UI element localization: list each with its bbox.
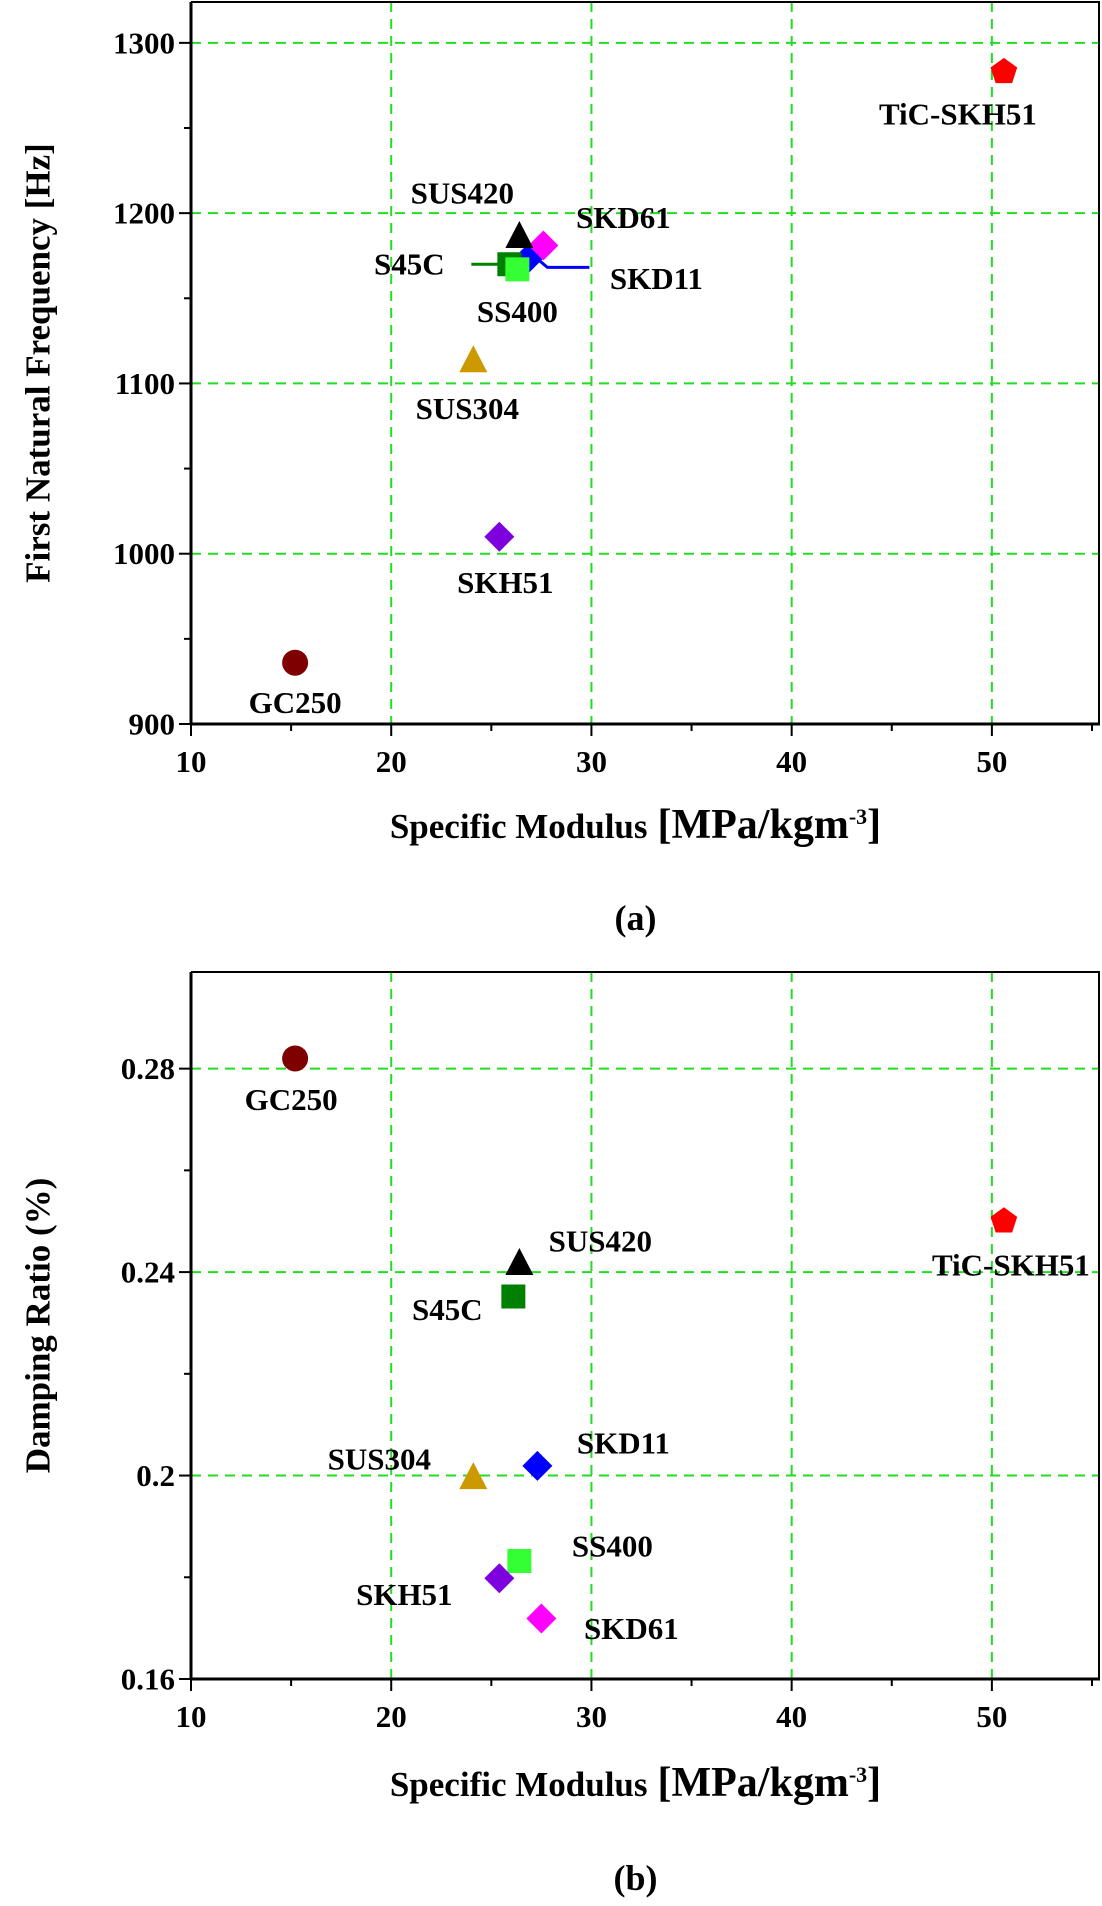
x-axis-title-sup: -3 bbox=[849, 1762, 867, 1787]
x-axis-title: Specific Modulus [MPa/kgm-3] bbox=[390, 1760, 881, 1806]
x-tick-label: 10 bbox=[176, 1699, 207, 1734]
figure-caption: (a) bbox=[615, 898, 657, 938]
y-tick-label: 900 bbox=[129, 707, 176, 742]
x-axis-title-main: Specific Modulus bbox=[390, 1765, 648, 1804]
point-label: TiC-SKH51 bbox=[879, 96, 1037, 131]
point-label: SKH51 bbox=[356, 1577, 452, 1612]
y-tick-label: 0.28 bbox=[121, 1051, 175, 1086]
x-axis-title-close: ] bbox=[867, 802, 881, 848]
x-tick-label: 50 bbox=[976, 1699, 1007, 1734]
y-tick-label: 1200 bbox=[113, 196, 175, 231]
x-tick-label: 40 bbox=[776, 744, 807, 779]
x-tick-label: 40 bbox=[776, 1699, 807, 1734]
x-tick-label: 20 bbox=[376, 1699, 407, 1734]
point-ss400-square-marker bbox=[507, 1548, 532, 1573]
point-sus420-triangle-marker bbox=[505, 220, 534, 248]
x-tick-label: 30 bbox=[576, 1699, 607, 1734]
x-tick-label: 30 bbox=[576, 744, 607, 779]
point-label: SS400 bbox=[477, 294, 558, 329]
point-skd61-diamond-marker bbox=[526, 1603, 557, 1634]
point-label: SKD11 bbox=[610, 261, 703, 296]
point-gc250-circle-marker bbox=[282, 649, 309, 676]
x-axis-title-sup: -3 bbox=[849, 804, 867, 829]
point-ss400-square-marker bbox=[505, 257, 530, 282]
y-tick-label: 0.2 bbox=[136, 1458, 175, 1493]
y-tick-label: 0.16 bbox=[121, 1662, 175, 1697]
point-label: SS400 bbox=[572, 1528, 653, 1563]
point-label: S45C bbox=[412, 1292, 483, 1327]
point-label: SUS304 bbox=[328, 1442, 431, 1477]
y-axis-title: First Natural Frequency [Hz] bbox=[19, 143, 58, 583]
x-tick-label: 50 bbox=[976, 744, 1007, 779]
chart-a: 10 20 30 40 50 900 1000 1100 1200 1300 Specific Mo… bbox=[19, 1, 1100, 938]
point-label: SKD61 bbox=[576, 200, 671, 235]
chart-b: 10 20 30 40 50 0.16 0.2 0.24 0.28 Specific Modulu… bbox=[19, 971, 1100, 1898]
point-skh51-diamond-marker bbox=[484, 521, 515, 552]
point-label: SKD61 bbox=[584, 1611, 679, 1646]
point-label: SUS304 bbox=[416, 391, 519, 426]
x-tick-label: 10 bbox=[176, 744, 207, 779]
point-label: SUS420 bbox=[411, 175, 514, 210]
point-label: SKH51 bbox=[457, 565, 553, 600]
point-label: GC250 bbox=[249, 685, 342, 720]
y-tick-label: 1100 bbox=[115, 366, 175, 401]
point-label: S45C bbox=[374, 247, 445, 282]
point-sus304-triangle-marker bbox=[459, 1462, 488, 1490]
y-tick-label: 0.24 bbox=[121, 1255, 175, 1290]
point-label: SUS420 bbox=[549, 1223, 652, 1258]
point-gc250-circle-marker bbox=[282, 1045, 309, 1072]
point-label: TiC-SKH51 bbox=[932, 1248, 1090, 1283]
x-axis-title-main: Specific Modulus bbox=[390, 807, 648, 846]
point-skd11-diamond-marker bbox=[522, 1450, 553, 1481]
point-label: SKD11 bbox=[577, 1425, 670, 1460]
point-s45c-square-marker bbox=[501, 1284, 526, 1309]
point-label: GC250 bbox=[245, 1082, 338, 1117]
point-skh51-diamond-marker bbox=[484, 1563, 515, 1594]
y-tick-label: 1300 bbox=[113, 25, 175, 60]
y-tick-label: 1000 bbox=[113, 536, 175, 571]
y-axis-title: Damping Ratio (%) bbox=[19, 1178, 58, 1474]
figure-caption: (b) bbox=[614, 1858, 658, 1898]
point-tic-skh51-pentagon-marker bbox=[990, 1207, 1018, 1233]
point-sus420-triangle-marker bbox=[505, 1247, 534, 1275]
x-axis-title-unit: [MPa/kgm bbox=[658, 1760, 849, 1806]
point-tic-skh51-pentagon-marker bbox=[990, 57, 1018, 84]
x-axis-title: Specific Modulus [MPa/kgm-3] bbox=[390, 802, 881, 848]
x-tick-label: 20 bbox=[376, 744, 407, 779]
x-axis-title-unit: [MPa/kgm bbox=[658, 802, 849, 848]
x-axis-title-close: ] bbox=[867, 1760, 881, 1806]
point-skd61-diamond-marker bbox=[528, 230, 559, 261]
point-sus304-triangle-marker bbox=[459, 345, 488, 373]
